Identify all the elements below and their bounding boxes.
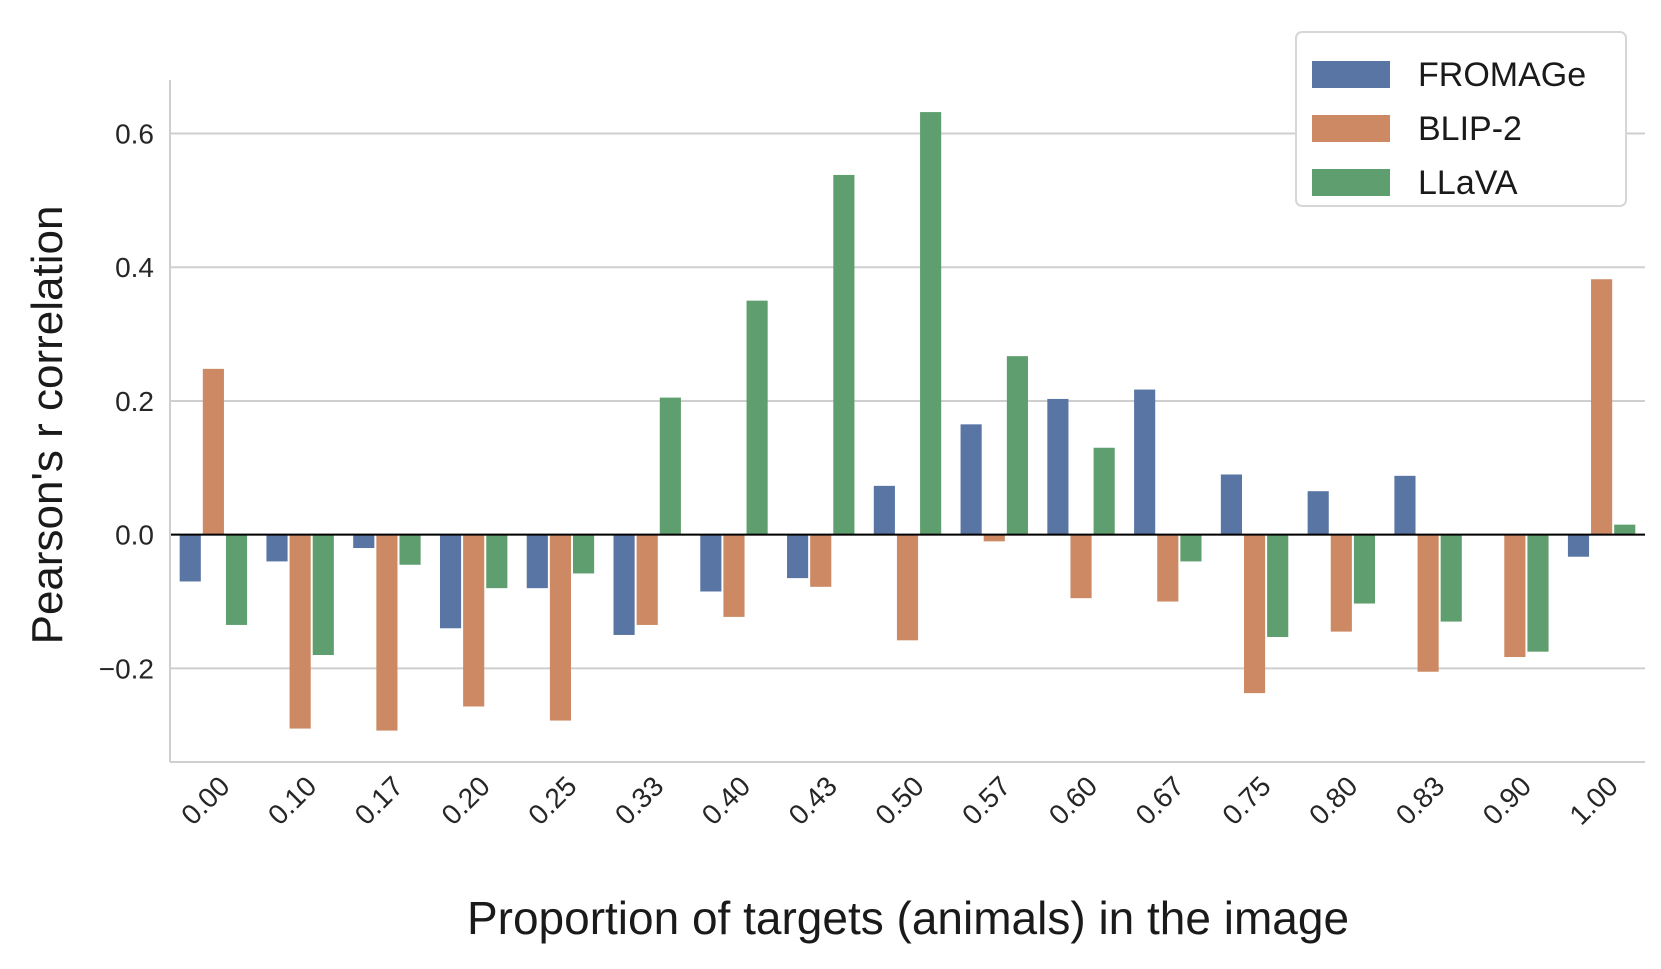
- axes: [169, 80, 1645, 763]
- bar-fromage-0.20: [439, 534, 462, 629]
- legend-swatch: [1312, 115, 1390, 142]
- y-tick-label: 0.4: [115, 252, 154, 283]
- bar-fromage-0.80: [1307, 491, 1329, 535]
- y-axis-label: Pearson's r correlation: [23, 206, 72, 645]
- x-tick-label: 0.57: [956, 770, 1016, 830]
- bar-fromage-1.00: [1567, 534, 1590, 557]
- bar-fromage-0.40: [700, 534, 722, 592]
- bar-blip-2-0.43: [810, 534, 832, 587]
- bar-llava-0.67: [1180, 534, 1202, 562]
- legend-label: FROMAGe: [1418, 56, 1586, 94]
- y-tick-label: 0.0: [115, 520, 154, 551]
- bar-blip-2-0.90: [1504, 534, 1526, 658]
- bar-blip-2-0.60: [1070, 534, 1092, 599]
- x-tick-label: 0.90: [1477, 770, 1537, 830]
- bar-blip-2-0.25: [549, 534, 572, 721]
- legend-swatch: [1312, 61, 1390, 88]
- legend-label: LLaVA: [1418, 164, 1518, 202]
- x-tick-label: 0.40: [696, 770, 756, 830]
- bar-llava-1.00: [1614, 524, 1636, 535]
- bar-llava-0.60: [1093, 447, 1115, 535]
- bar-blip-2-0.40: [723, 534, 745, 617]
- bar-fromage-0.57: [960, 424, 982, 535]
- bar-llava-0.50: [920, 112, 942, 535]
- x-tick-label: 0.80: [1303, 770, 1363, 830]
- bar-blip-2-0.20: [463, 534, 485, 707]
- x-tick-label: 0.60: [1043, 770, 1103, 830]
- bar-fromage-0.67: [1134, 389, 1156, 535]
- bar-llava-0.40: [746, 300, 768, 535]
- bar-fromage-0.25: [526, 534, 548, 589]
- bar-llava-0.83: [1440, 534, 1462, 622]
- y-tick-label: 0.2: [115, 386, 154, 417]
- bar-blip-2-0.10: [289, 534, 311, 729]
- bar-llava-0.17: [399, 534, 421, 565]
- x-tick-label: 1.00: [1563, 770, 1623, 830]
- bar-llava-0.25: [573, 534, 595, 574]
- legend-swatch: [1312, 169, 1390, 196]
- bar-blip-2-0.67: [1157, 534, 1179, 602]
- bar-blip-2-1.00: [1591, 279, 1613, 535]
- bar-llava-0.43: [833, 174, 855, 535]
- x-tick-labels: 0.00 0.10 0.17 0.20 0.25 0.33 0.40 0.43 0.50 0.57…: [175, 770, 1624, 830]
- bar-fromage-0.17: [353, 534, 375, 549]
- x-tick-label: 0.00: [175, 770, 235, 830]
- y-tick-label: −0.2: [99, 653, 154, 684]
- x-tick-label: 0.50: [869, 770, 929, 830]
- bar-fromage-0.10: [266, 534, 288, 562]
- bar-blip-2-0.57: [983, 534, 1005, 542]
- y-tick-label: 0.6: [115, 118, 154, 149]
- bar-fromage-0.33: [613, 534, 635, 635]
- bar-llava-0.20: [486, 534, 508, 589]
- bar-fromage-0.83: [1394, 475, 1416, 535]
- legend: FROMAGe BLIP-2 LLaVA: [1295, 31, 1627, 207]
- x-axis-label: Proportion of targets (animals) in the i…: [467, 892, 1349, 944]
- bar-llava-0.75: [1267, 534, 1289, 637]
- bar-blip-2-0.80: [1330, 534, 1352, 632]
- x-tick-label: 0.33: [609, 770, 669, 830]
- bars: [179, 112, 1636, 731]
- x-tick-label: 0.75: [1216, 770, 1276, 830]
- y-tick-labels: −0.2 0.0 0.2 0.4 0.6: [99, 118, 154, 684]
- legend-label: BLIP-2: [1418, 110, 1522, 148]
- x-tick-label: 0.10: [262, 770, 322, 830]
- bar-llava-0.57: [1006, 356, 1028, 535]
- bar-fromage-0.75: [1220, 474, 1242, 535]
- bar-fromage-0.60: [1047, 398, 1069, 535]
- x-tick-label: 0.25: [522, 770, 582, 830]
- x-tick-label: 0.67: [1130, 770, 1190, 830]
- bar-llava-0.90: [1527, 534, 1549, 652]
- bar-blip-2-0.33: [636, 534, 658, 625]
- x-tick-label: 0.43: [783, 770, 843, 830]
- bar-llava-0.80: [1353, 534, 1376, 604]
- x-tick-label: 0.17: [349, 770, 409, 830]
- bar-llava-0.33: [659, 397, 681, 535]
- bar-fromage-0.43: [787, 534, 809, 579]
- bar-blip-2-0.50: [896, 534, 919, 641]
- bar-blip-2-0.17: [376, 534, 398, 731]
- x-tick-label: 0.83: [1390, 770, 1450, 830]
- bar-llava-0.10: [312, 534, 334, 656]
- bar-fromage-0.50: [873, 485, 895, 535]
- x-tick-label: 0.20: [435, 770, 495, 830]
- bar-llava-0.00: [225, 534, 248, 625]
- bar-blip-2-0.75: [1243, 534, 1266, 694]
- bar-fromage-0.00: [179, 534, 201, 582]
- bar-blip-2-0.83: [1417, 534, 1439, 672]
- bar-blip-2-0.00: [202, 368, 224, 535]
